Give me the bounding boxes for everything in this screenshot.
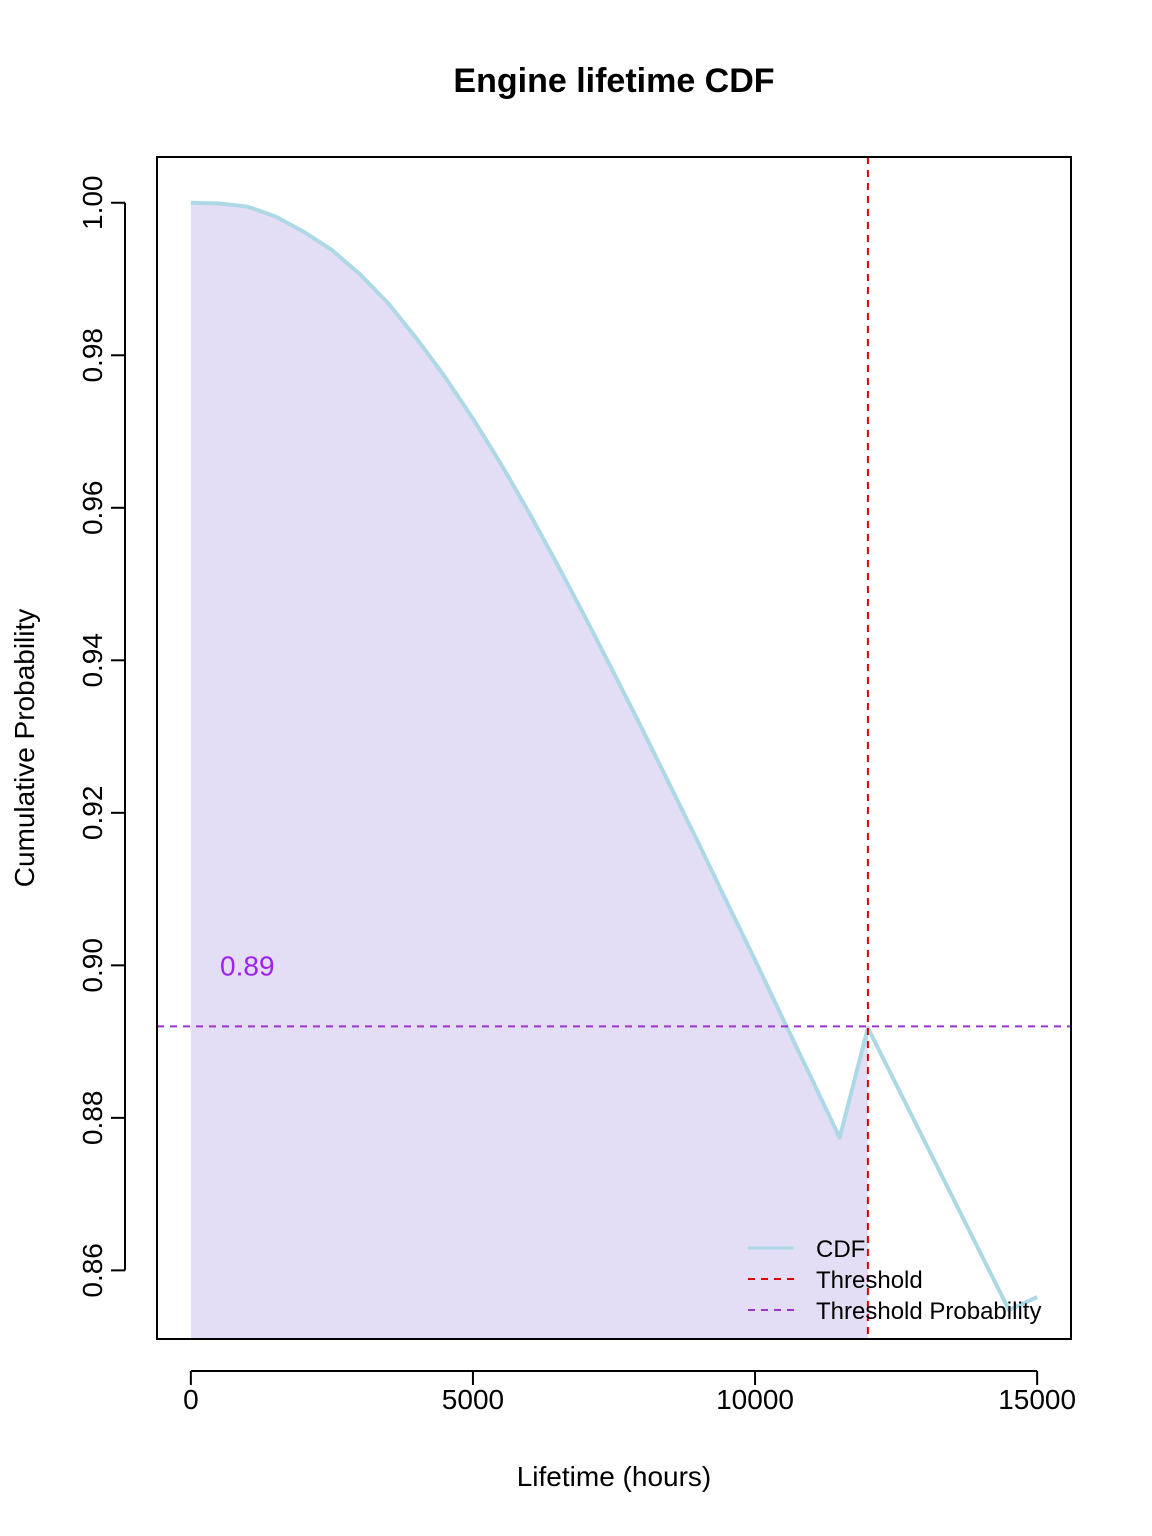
y-tick-label: 0.90 — [77, 938, 108, 993]
x-tick-label: 15000 — [998, 1384, 1076, 1415]
threshold-probability-annotation: 0.89 — [220, 950, 275, 981]
shaded-area-layer — [190, 202, 868, 1339]
legend-label: CDF — [816, 1236, 865, 1263]
plot-frame — [156, 156, 1072, 1340]
legend-label: Threshold — [816, 1267, 923, 1294]
x-tick-label: 10000 — [716, 1384, 794, 1415]
y-tick-label: 0.92 — [77, 786, 108, 841]
y-axis-label: Cumulative Probability — [9, 609, 40, 888]
y-tick-label: 1.00 — [77, 176, 108, 231]
y-tick-label: 0.94 — [77, 633, 108, 688]
series-line-layer — [190, 200, 1038, 1313]
y-axis: 0.86 0.88 0.90 0.92 0.94 0.96 0.98 1.00 — [77, 176, 126, 1298]
y-tick-label: 0.86 — [77, 1243, 108, 1298]
y-tick-label: 0.98 — [77, 328, 108, 383]
reference-lines-layer — [157, 157, 1071, 1339]
shaded-area — [190, 202, 868, 1339]
legend: CDF Threshold Threshold Probability — [748, 1236, 1041, 1325]
x-axis: 0 5000 10000 15000 — [183, 1370, 1076, 1415]
x-tick-label: 0 — [183, 1384, 199, 1415]
y-tick-label: 0.88 — [77, 1091, 108, 1146]
x-axis-label: Lifetime (hours) — [517, 1461, 712, 1492]
cdf-line — [190, 200, 1038, 1313]
chart-title: Engine lifetime CDF — [453, 62, 774, 100]
x-tick-label: 5000 — [442, 1384, 504, 1415]
legend-label: Threshold Probability — [816, 1298, 1041, 1325]
y-tick-label: 0.96 — [77, 481, 108, 536]
